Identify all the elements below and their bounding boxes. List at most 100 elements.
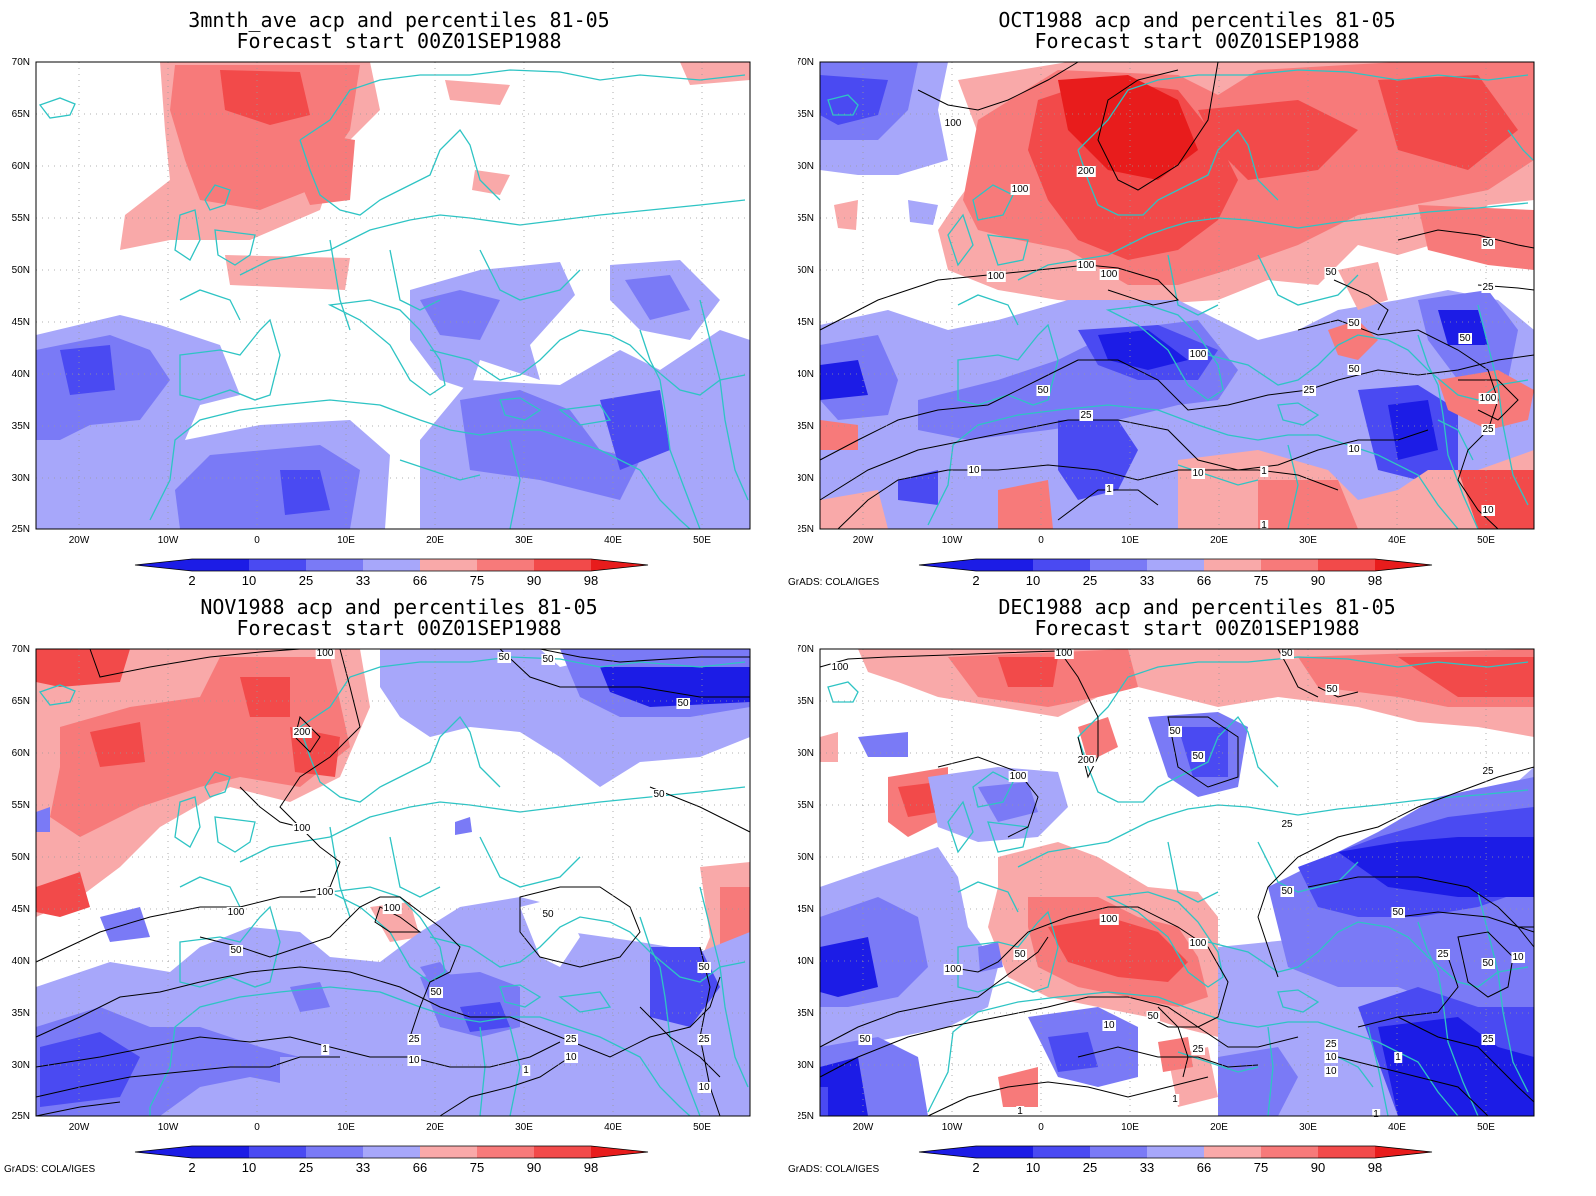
map-panel-3month: 3mnth_ave acp and percentiles 81-05 Fore… <box>0 0 798 598</box>
lon-label: 20W <box>853 1122 874 1133</box>
contour-label-bg <box>1010 184 1030 195</box>
colorbar-swatch <box>420 559 477 571</box>
contour-label: 50 <box>1348 364 1360 375</box>
lat-label: 65N <box>798 109 814 120</box>
map-panel-oct1988: OCT1988 acp and percentiles 81-05 Foreca… <box>788 0 1596 598</box>
contour-label-bg <box>1347 318 1361 329</box>
contour-label: 50 <box>1147 1011 1159 1022</box>
lon-label: 10W <box>942 535 963 546</box>
map-area: 100 100 50 200 100 50 50 50 25 25 50 100… <box>798 644 1535 1133</box>
map-panel-nov1988: NOV1988 acp and percentiles 81-05 Foreca… <box>0 587 798 1185</box>
contour-label: 100 <box>1190 938 1207 949</box>
panel-title: 3mnth_ave acp and percentiles 81-05 <box>188 8 610 32</box>
colorbar: 2 10 25 33 66 75 90 98 <box>918 1145 1433 1175</box>
lon-label: 10E <box>337 1122 355 1133</box>
colorbar-label: 66 <box>413 1160 427 1175</box>
contour-label-bg <box>1146 1011 1160 1022</box>
colorbar-swatch <box>420 1146 477 1158</box>
credit-text: GrADS: COLA/IGES <box>4 1164 96 1175</box>
contour-label: 50 <box>1014 949 1026 960</box>
contour-label: 200 <box>1078 166 1095 177</box>
contour-label-bg <box>1436 949 1450 960</box>
colorbar-label: 2 <box>188 1160 195 1175</box>
colorbar-label: 10 <box>242 573 256 588</box>
panel-title: DEC1988 acp and percentiles 81-05 <box>998 595 1396 619</box>
lat-label: 65N <box>12 696 30 707</box>
colorbar-label: 25 <box>299 573 313 588</box>
contour-label: 25 <box>1303 385 1315 396</box>
colorbar-swatch <box>477 1146 534 1158</box>
contour-label: 10 <box>968 465 980 476</box>
colorbar-swatch <box>1147 559 1204 571</box>
colorbar-swatch <box>306 1146 363 1158</box>
colorbar-swatch <box>534 1146 591 1158</box>
contour-label-bg <box>541 909 555 920</box>
contour-label: 200 <box>294 727 311 738</box>
contour-label: 100 <box>945 964 962 975</box>
lon-label: 40E <box>604 1122 622 1133</box>
contour-label: 25 <box>1325 1039 1337 1050</box>
contour-label: 50 <box>1169 726 1181 737</box>
lat-label: 40N <box>798 369 814 380</box>
lat-label: 50N <box>798 265 814 276</box>
contour-label-bg <box>858 1034 872 1045</box>
contour-label: 1 <box>523 1065 529 1076</box>
contour-labels: 100 100 50 200 100 50 50 50 25 25 50 100… <box>830 648 1525 1120</box>
contour-label-bg <box>564 1052 578 1063</box>
colorbar-swatch <box>534 559 591 571</box>
contour-label: 50 <box>677 698 689 709</box>
contour-label: 50 <box>1392 907 1404 918</box>
colorbar-label: 98 <box>1368 1160 1382 1175</box>
lat-label: 25N <box>798 1111 814 1122</box>
contour-label: 25 <box>1192 1044 1204 1055</box>
colorbar-swatch <box>1318 1146 1375 1158</box>
lat-label: 70N <box>798 57 814 68</box>
contour-label-bg <box>1105 484 1114 495</box>
contour-label-bg <box>1347 444 1361 455</box>
lon-label: 10W <box>158 1122 179 1133</box>
lat-label: 70N <box>798 644 814 655</box>
contour-label-bg <box>943 964 963 975</box>
contour-label-bg <box>1099 914 1119 925</box>
contour-label: 1 <box>1395 1052 1401 1063</box>
contour-label-bg <box>1013 949 1027 960</box>
contour-label-bg <box>1191 1044 1205 1055</box>
lon-label: 20E <box>1210 535 1228 546</box>
contour-label: 1 <box>1373 1109 1379 1120</box>
contour-label: 50 <box>542 654 554 665</box>
contour-label: 50 <box>542 909 554 920</box>
contour-label: 100 <box>294 823 311 834</box>
colorbar-swatch <box>976 559 1033 571</box>
colorbar-swatch <box>1033 559 1090 571</box>
colorbar-swatch <box>1261 559 1318 571</box>
contour-label-bg <box>1076 755 1096 766</box>
lat-label: 55N <box>12 800 30 811</box>
lat-label: 35N <box>12 1008 30 1019</box>
contour-label-bg <box>1325 684 1339 695</box>
colorbar-swatch <box>192 559 249 571</box>
lat-label: 30N <box>12 473 30 484</box>
contour-label-bg <box>315 648 335 659</box>
lon-label: 20W <box>853 535 874 546</box>
contour-label: 50 <box>1192 751 1204 762</box>
colorbar-swatch <box>363 559 420 571</box>
contour-label: 50 <box>1482 958 1494 969</box>
colorbar-swatch <box>591 559 648 571</box>
lat-label: 40N <box>12 369 30 380</box>
lat-label: 25N <box>12 524 30 535</box>
lon-label: 20W <box>69 1122 90 1133</box>
colorbar-label: 75 <box>470 1160 484 1175</box>
contour-label-bg <box>522 1065 531 1076</box>
contour-label-bg <box>1079 410 1093 421</box>
lat-label: 65N <box>12 109 30 120</box>
colorbar-label: 66 <box>413 573 427 588</box>
contour-label-bg <box>1280 886 1294 897</box>
colorbar-label: 90 <box>1311 573 1325 588</box>
contour-label: 200 <box>1078 755 1095 766</box>
colorbar-swatch <box>591 1146 648 1158</box>
contour-label: 1 <box>1172 1094 1178 1105</box>
contour-label: 10 <box>1512 952 1524 963</box>
contour-label-bg <box>1478 393 1498 404</box>
colorbar-swatch <box>1090 1146 1147 1158</box>
contour-label-bg <box>407 1055 421 1066</box>
